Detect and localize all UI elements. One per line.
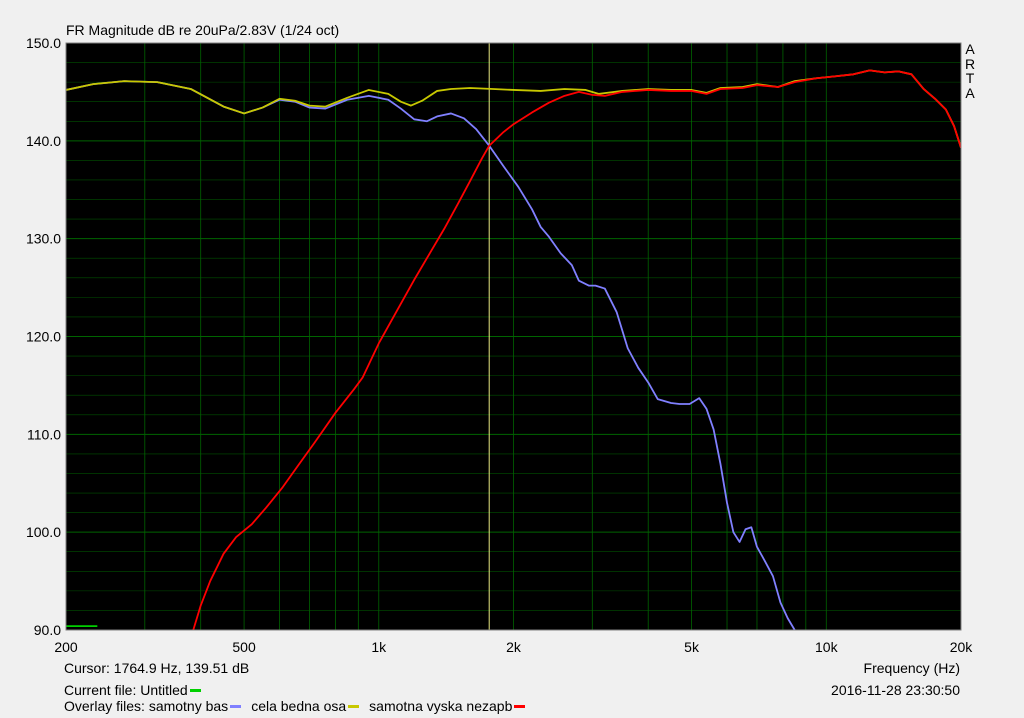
overlay-name: samotny bas	[148, 698, 229, 714]
overlay-swatch	[230, 704, 242, 708]
series-line-overlay-3	[192, 69, 961, 630]
x-tick-label: 5k	[684, 639, 700, 655]
timestamp: 2016-11-28 23:30:50	[831, 682, 960, 698]
y-tick-labels: 90.0 100.0 110.0 120.0 130.0 140.0 150.0	[26, 35, 61, 638]
x-tick-label: 10k	[815, 639, 839, 655]
overlay-name: samotna vyska nezapb	[369, 698, 513, 714]
cursor-readout: Cursor: 1764.9 Hz, 139.51 dB	[64, 660, 250, 676]
series-curves	[66, 69, 961, 630]
logo-letter: T	[965, 70, 975, 86]
x-tick-labels: 200 500 1k 2k 5k 10k 20k	[54, 639, 973, 655]
x-tick-label: 1k	[371, 639, 387, 655]
current-file-swatch	[189, 688, 201, 692]
series-line-overlay-1	[66, 80, 796, 630]
y-tick-label: 100.0	[26, 524, 61, 540]
x-tick-label: 500	[232, 639, 256, 655]
arta-logo: A R T A	[962, 42, 978, 100]
plot-frame	[65, 42, 962, 631]
logo-letter: A	[965, 84, 975, 101]
overlay-swatch	[348, 704, 360, 708]
current-file: Current file: Untitled	[64, 682, 211, 698]
logo-letter: R	[964, 55, 976, 72]
x-tick-label: 2k	[506, 639, 522, 655]
logo-letter: A	[965, 41, 975, 57]
y-tick-label: 130.0	[26, 231, 61, 247]
grid-lines	[65, 42, 962, 631]
chart-title: FR Magnitude dB re 20uPa/2.83V (1/24 oct…	[66, 22, 340, 38]
x-tick-label: 20k	[950, 639, 974, 655]
x-tick-label: 200	[54, 639, 78, 655]
y-tick-label: 150.0	[26, 35, 61, 51]
y-tick-label: 140.0	[26, 133, 61, 149]
overlay-files: Overlay files: samotny bas cela bedna osa…	[64, 698, 526, 714]
current-file-label: Current file: Untitled	[64, 682, 188, 698]
overlay-name: cela bedna osa	[251, 698, 347, 714]
y-tick-label: 120.0	[26, 329, 61, 345]
x-axis-label: Frequency (Hz)	[863, 660, 960, 676]
overlay-swatch	[514, 704, 526, 708]
y-tick-label: 110.0	[27, 426, 61, 442]
overlay-label: Overlay files:	[64, 698, 145, 714]
y-tick-label: 90.0	[34, 622, 61, 638]
